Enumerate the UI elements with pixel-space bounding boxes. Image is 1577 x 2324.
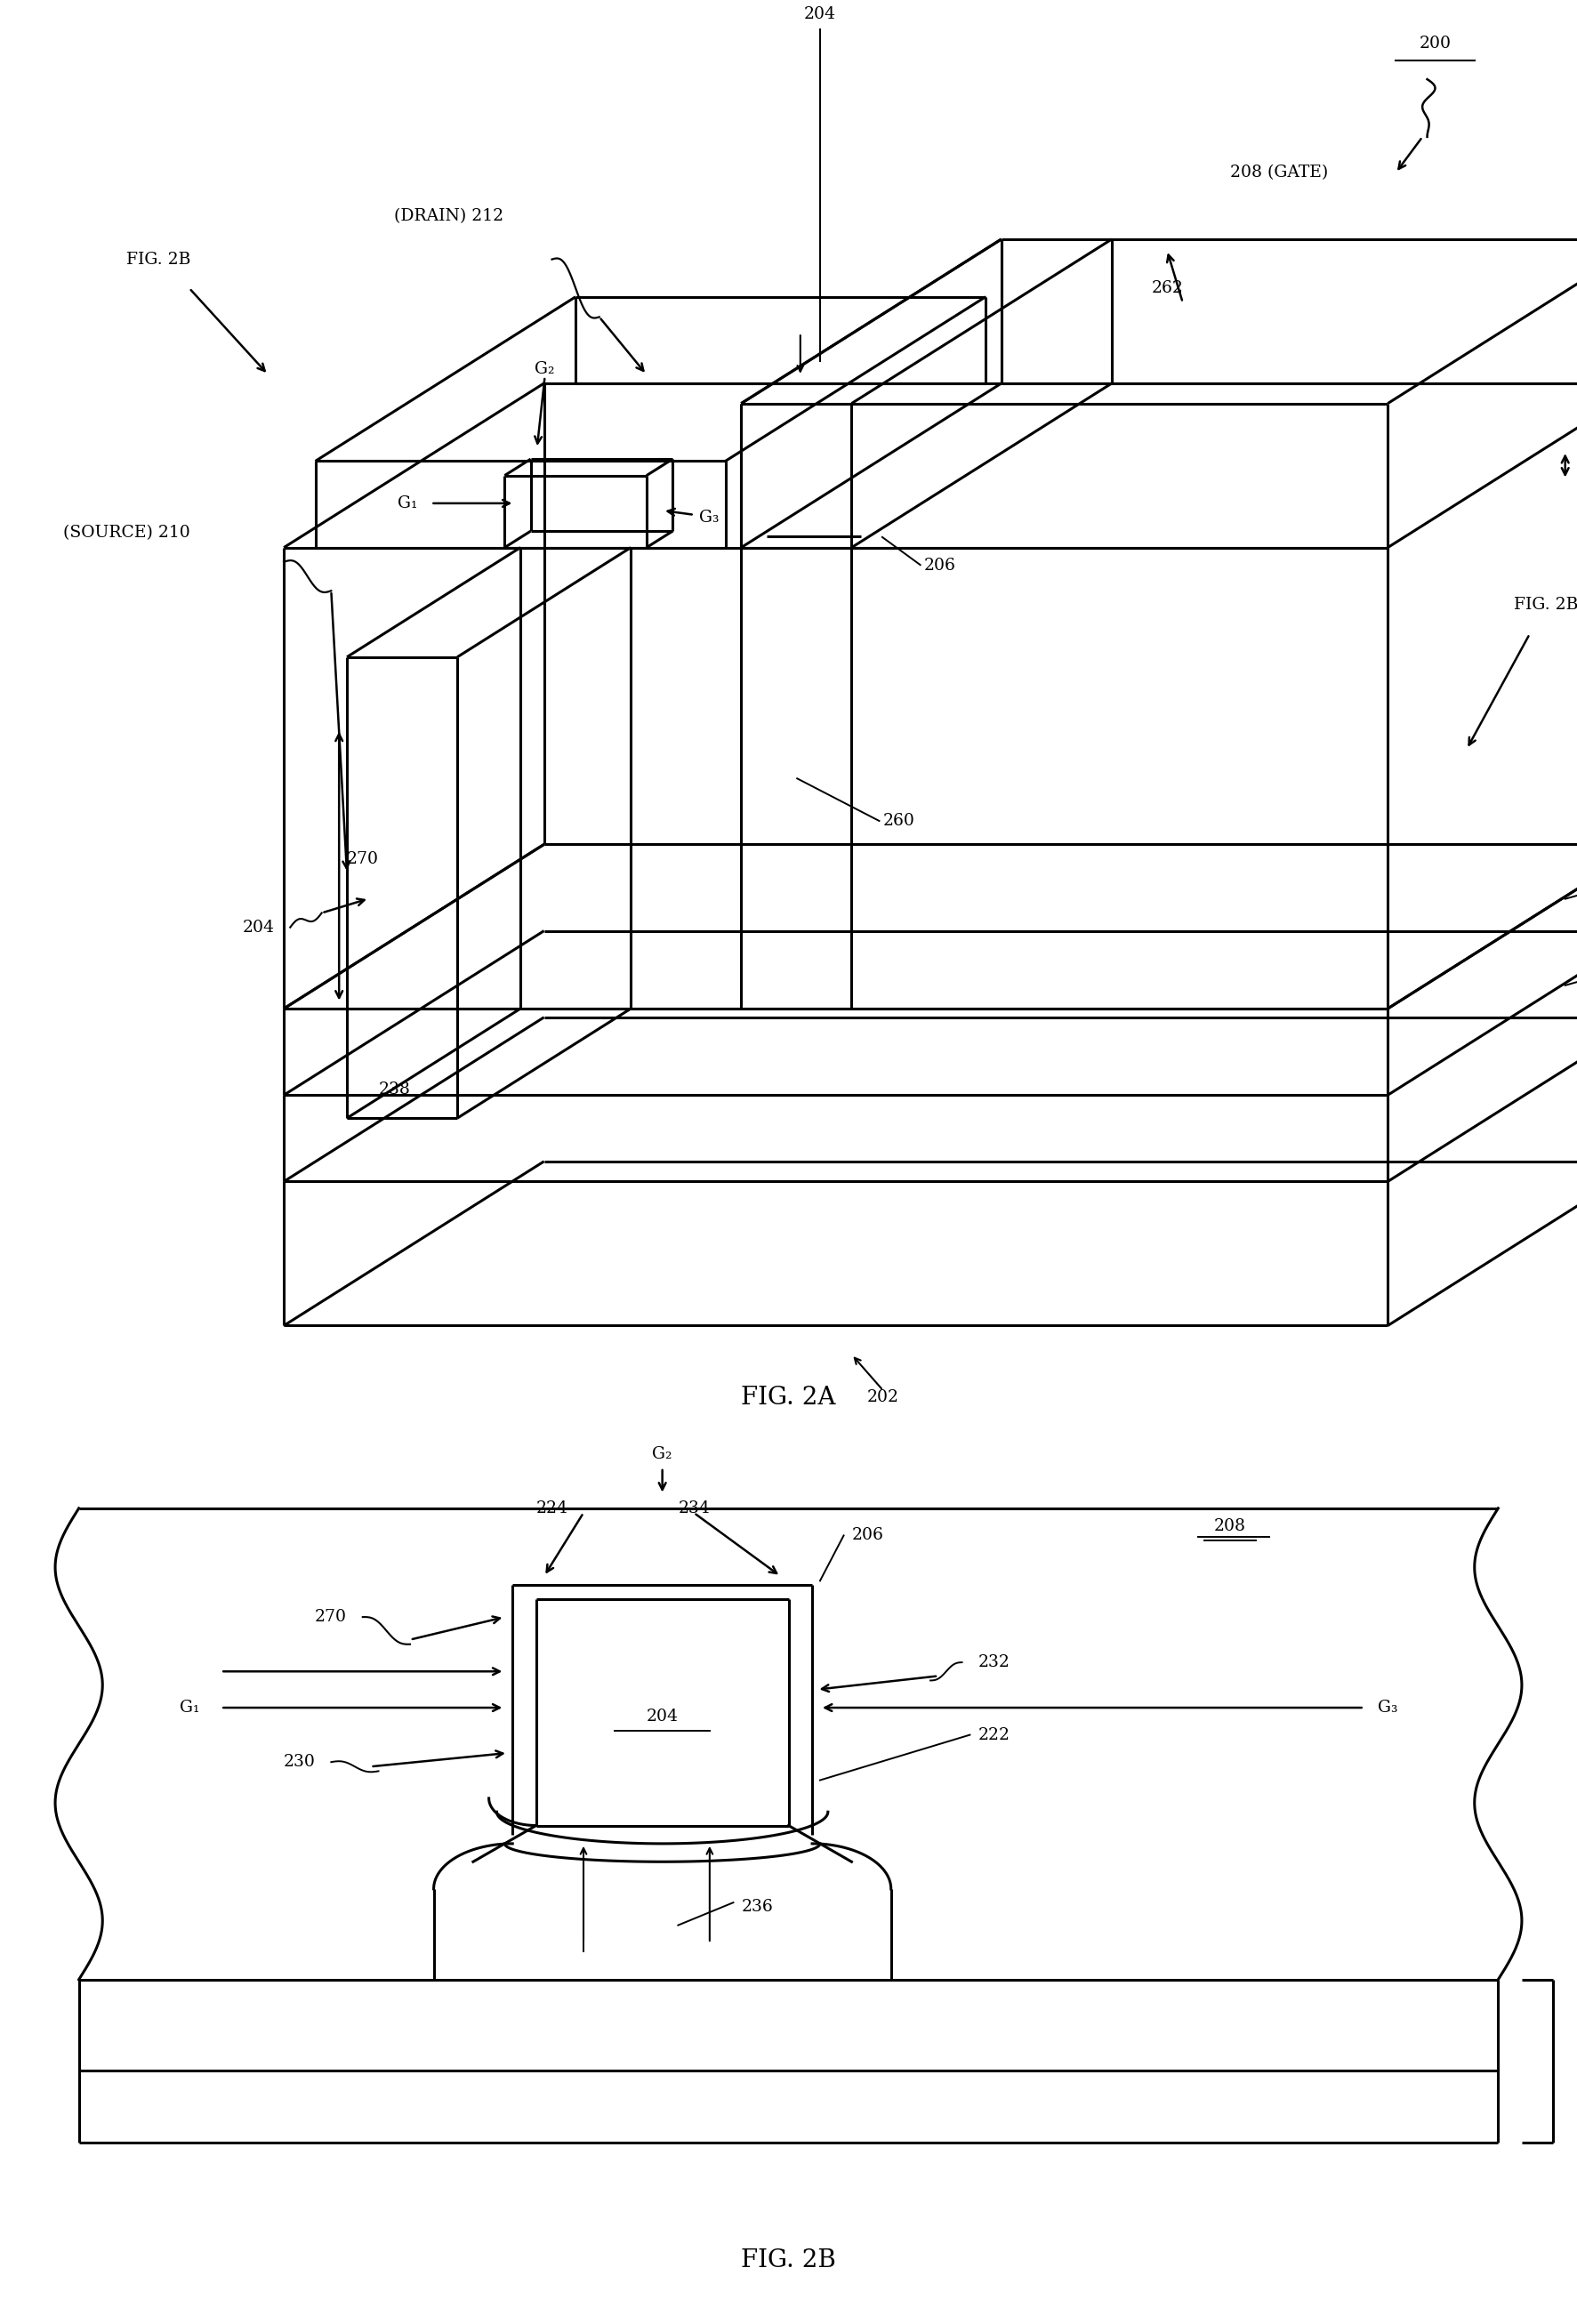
Text: (DRAIN) 212: (DRAIN) 212 — [394, 209, 503, 223]
Text: FIG. 2A: FIG. 2A — [741, 1385, 836, 1411]
Text: G₃: G₃ — [699, 509, 719, 525]
Text: 204: 204 — [804, 7, 836, 23]
Text: FIG. 2B: FIG. 2B — [741, 2250, 836, 2273]
Text: 202: 202 — [867, 1390, 899, 1406]
Text: 224: 224 — [536, 1501, 568, 1515]
Text: 206: 206 — [852, 1527, 883, 1543]
Text: 200: 200 — [1419, 35, 1451, 51]
Text: 230: 230 — [284, 1755, 315, 1771]
Text: 232: 232 — [978, 1655, 1009, 1671]
Text: 270: 270 — [347, 851, 378, 867]
Text: (SOURCE) 210: (SOURCE) 210 — [63, 525, 191, 541]
Text: 204: 204 — [243, 920, 274, 934]
Text: 208: 208 — [1214, 1518, 1246, 1534]
Text: 270: 270 — [315, 1608, 347, 1624]
Text: G₁: G₁ — [397, 495, 418, 511]
Text: G₁: G₁ — [180, 1699, 199, 1715]
Text: G₃: G₃ — [1378, 1699, 1397, 1715]
Text: 260: 260 — [883, 813, 915, 830]
Text: FIG. 2B: FIG. 2B — [126, 251, 191, 267]
Text: 204: 204 — [647, 1708, 678, 1724]
Text: 222: 222 — [978, 1727, 1009, 1743]
Text: 208 (GATE): 208 (GATE) — [1230, 165, 1328, 181]
Text: 236: 236 — [741, 1899, 773, 1915]
Text: 238: 238 — [378, 1081, 410, 1097]
Text: G₂: G₂ — [653, 1446, 672, 1462]
Text: FIG. 2B: FIG. 2B — [1514, 597, 1577, 614]
Text: G₂: G₂ — [535, 360, 555, 376]
Text: 262: 262 — [1151, 281, 1183, 295]
Text: 234: 234 — [678, 1501, 710, 1515]
Text: 206: 206 — [924, 558, 956, 574]
